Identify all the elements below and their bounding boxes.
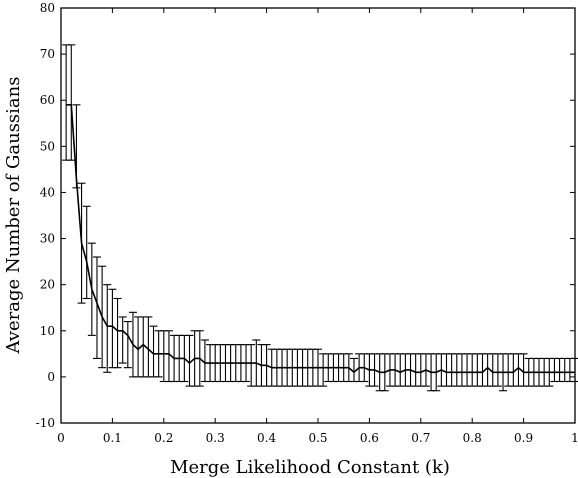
x-tick-label: 0.5 xyxy=(308,431,327,445)
error-bar xyxy=(504,353,513,387)
series-line xyxy=(66,104,575,374)
error-bar xyxy=(457,353,466,387)
x-tick-label: 0.8 xyxy=(463,431,482,445)
x-axis-title: Merge Likelihood Constant (k) xyxy=(170,457,450,478)
error-bar xyxy=(493,353,502,387)
error-bar xyxy=(571,357,578,383)
x-tick-label: 0 xyxy=(57,431,65,445)
y-tick-label: 20 xyxy=(40,278,55,292)
x-tick-label: 0.7 xyxy=(411,431,430,445)
error-bar xyxy=(555,357,564,383)
error-bar xyxy=(473,353,482,387)
error-bar xyxy=(103,284,112,373)
error-bar xyxy=(82,205,91,300)
x-tick-label: 0.2 xyxy=(154,431,173,445)
x-tick-label: 1 xyxy=(571,431,578,445)
y-tick-label: -10 xyxy=(36,416,55,430)
y-tick-label: 50 xyxy=(40,139,55,153)
y-axis-ticks: -10 0 10 20 30 40 50 60 70 80 xyxy=(36,1,575,430)
error-bar xyxy=(113,297,122,369)
error-bar xyxy=(159,330,168,383)
error-bar xyxy=(123,321,132,369)
y-tick-label: 10 xyxy=(40,324,55,338)
error-bar xyxy=(67,44,76,161)
error-bar xyxy=(468,353,477,387)
x-tick-label: 0.6 xyxy=(360,431,379,445)
y-tick-label: 30 xyxy=(40,232,55,246)
x-tick-label: 0.1 xyxy=(103,431,122,445)
y-tick-label: 0 xyxy=(47,370,55,384)
y-tick-label: 40 xyxy=(40,185,55,199)
y-axis-title: Average Number of Gaussians xyxy=(3,77,24,355)
error-bar xyxy=(560,357,569,383)
x-tick-label: 0.4 xyxy=(257,431,276,445)
error-bar xyxy=(92,256,101,359)
error-bar xyxy=(442,353,451,387)
error-bar xyxy=(247,344,256,387)
x-tick-label: 0.9 xyxy=(514,431,533,445)
y-tick-label: 70 xyxy=(40,47,55,61)
x-tick-label: 0.3 xyxy=(206,431,225,445)
y-tick-label: 80 xyxy=(40,1,55,15)
error-bar xyxy=(452,353,461,387)
error-bar xyxy=(416,353,425,387)
y-tick-label: 60 xyxy=(40,93,55,107)
x-axis-ticks: 0 0.1 0.2 0.3 0.4 0.5 0.6 0.7 0.8 0.9 1 xyxy=(57,8,578,445)
error-bars xyxy=(62,44,578,392)
error-bar xyxy=(62,44,71,161)
error-bar xyxy=(550,357,559,383)
error-bar xyxy=(118,316,127,364)
series-group xyxy=(66,104,575,374)
error-bar xyxy=(396,353,405,387)
error-bar xyxy=(565,357,574,383)
error-bar xyxy=(447,353,456,387)
error-bar xyxy=(463,353,472,387)
error-bar xyxy=(411,353,420,387)
